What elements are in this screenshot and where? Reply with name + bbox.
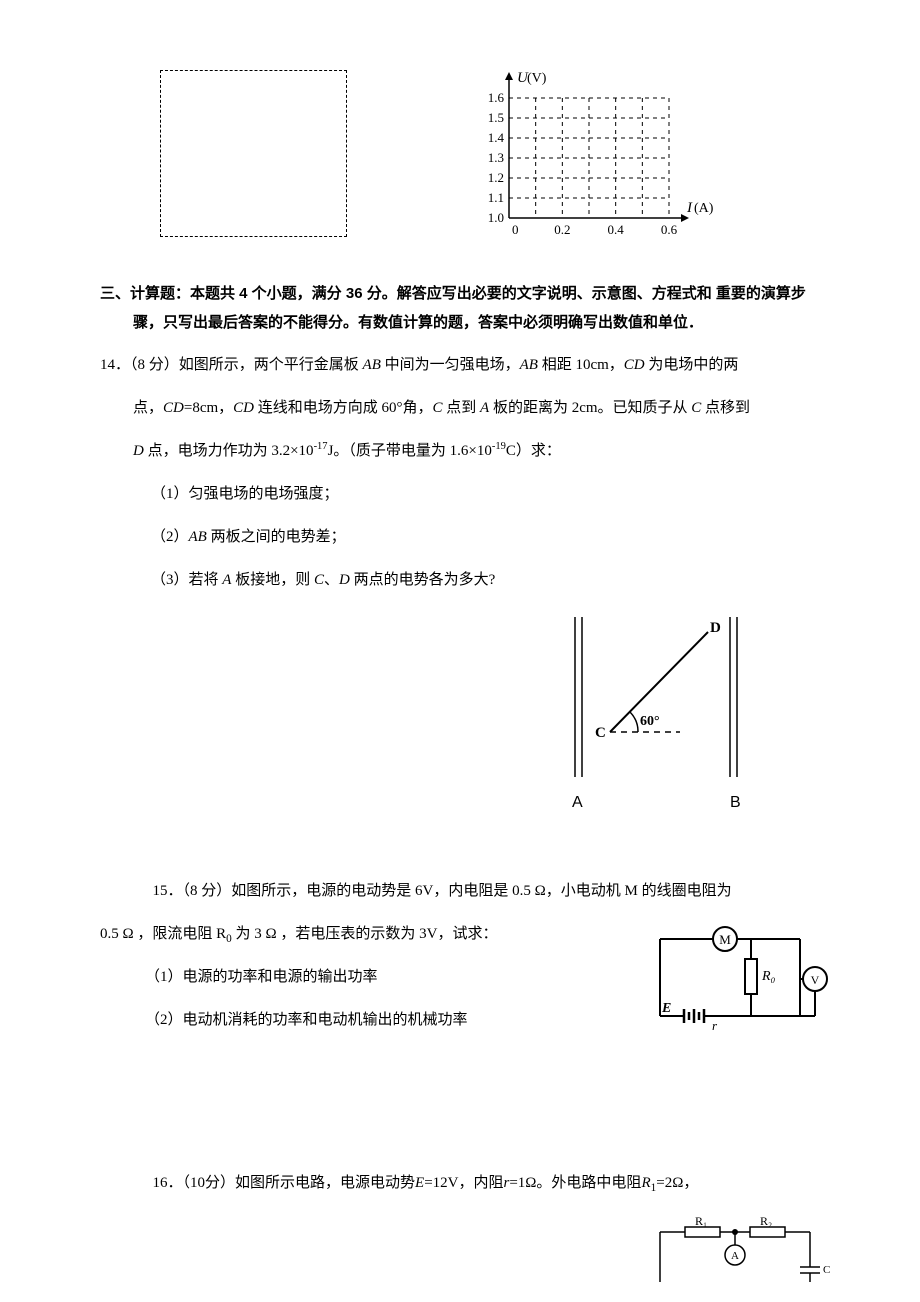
svg-text:0: 0 xyxy=(512,222,519,237)
q16-r1: R₁ xyxy=(695,1217,707,1228)
svg-text:1.1: 1.1 xyxy=(488,190,504,205)
svg-text:1.0: 1.0 xyxy=(488,210,504,225)
u-i-graph: 1.01.11.21.31.41.51.600.20.40.6U(V)I(A) xyxy=(467,70,727,250)
q15-l2b: 为 3 Ω ，若电压表的示数为 3V，试求： xyxy=(232,926,498,942)
q14-l3b: J。（质子带电量为 1.6×10 xyxy=(328,443,492,459)
svg-text:(A): (A) xyxy=(694,201,714,216)
q16-r2: R₂ xyxy=(760,1217,772,1228)
svg-text:1.4: 1.4 xyxy=(488,130,505,145)
q16-a: A xyxy=(731,1250,739,1262)
q16-svg: R₁ R₂ A C xyxy=(640,1217,830,1287)
q14-label-a: A xyxy=(572,794,583,811)
question-16: 16．（10分）如图所示电路，电源电动势E=12V，内阻r=1Ω。外电路中电阻R… xyxy=(100,1167,830,1201)
q14-label-c: C xyxy=(595,725,606,741)
svg-text:0.2: 0.2 xyxy=(554,222,570,237)
q14-l1c: 相距 10cm， xyxy=(538,357,624,373)
q16-l1d: =2Ω， xyxy=(656,1175,698,1191)
q14-l1a: （8 分）如图所示，两个平行金属板 xyxy=(130,357,363,373)
section-3-heading: 三、计算题：本题共 4 个小题，满分 36 分。解答应写出必要的文字说明、示意图… xyxy=(100,280,830,337)
svg-text:1.2: 1.2 xyxy=(488,170,504,185)
q15-line1: 15．（8 分）如图所示，电源的电动势是 6V，内电阻是 0.5 Ω，小电动机 … xyxy=(100,875,830,908)
q16-figure: R₁ R₂ A C xyxy=(640,1217,830,1295)
q15-l2a: 0.5 Ω ，限流电阻 R xyxy=(100,926,226,942)
q16-c: C xyxy=(823,1264,830,1276)
svg-text:1.5: 1.5 xyxy=(488,110,504,125)
q15-figure: M V R₀ E r xyxy=(630,924,830,1042)
q15-r-label: r xyxy=(712,1018,718,1033)
q14-l3a: 点，电场力作功为 3.2×10 xyxy=(144,443,314,459)
svg-text:1.3: 1.3 xyxy=(488,150,504,165)
q15-e-label: E xyxy=(661,1001,671,1016)
q15-r0-label: R₀ xyxy=(761,969,776,984)
q14-sub2b: 两板之间的电势差； xyxy=(207,529,346,545)
q16-l1a: 16．（10分）如图所示电路，电源电动势 xyxy=(153,1175,416,1191)
section-3-line1: 三、计算题：本题共 4 个小题，满分 36 分。解答应写出必要的文字说明、示意图… xyxy=(100,285,712,302)
q14-label-d: D xyxy=(710,620,721,636)
question-15: 15．（8 分）如图所示，电源的电动势是 6V，内电阻是 0.5 Ω，小电动机 … xyxy=(100,875,830,1048)
svg-text:1.6: 1.6 xyxy=(488,90,505,105)
q14-sub3c: 两点的电势各为多大? xyxy=(350,572,495,588)
q14-l1d: 为电场中的两 xyxy=(645,357,739,373)
q14-label-angle: 60° xyxy=(640,714,660,729)
q15-m-label: M xyxy=(719,932,731,947)
q16-l1c: =1Ω。外电路中电阻 xyxy=(509,1175,641,1191)
dashed-answer-box xyxy=(160,70,347,237)
q14-l2c: 连线和电场方向成 60°角， xyxy=(254,400,433,416)
q14-l2f: 点移到 xyxy=(701,400,750,416)
q14-sub3a: （3）若将 xyxy=(151,572,222,588)
q14-l2b: =8cm， xyxy=(184,400,233,416)
q14-l2a: 点， xyxy=(133,400,163,416)
q14-l2e: 板的距离为 2cm。已知质子从 xyxy=(489,400,691,416)
q14-sub3b: 板接地，则 xyxy=(231,572,314,588)
q14-sub1: （1）匀强电场的电场强度； xyxy=(100,478,830,511)
svg-text:0.4: 0.4 xyxy=(608,222,625,237)
q14-number: 14． xyxy=(100,357,130,373)
q14-l1b: 中间为一匀强电场， xyxy=(381,357,520,373)
q14-figure: C D 60° A B xyxy=(560,607,760,825)
q14-l2d: 点到 xyxy=(443,400,481,416)
q14-l3c: C）求： xyxy=(506,443,561,459)
question-14: 14．（8 分）如图所示，两个平行金属板 AB 中间为一匀强电场，AB 相距 1… xyxy=(100,349,830,825)
svg-text:(V): (V) xyxy=(527,71,547,86)
q15-svg: M V R₀ E r xyxy=(630,924,830,1034)
svg-text:I: I xyxy=(686,200,693,216)
q14-sub2a: （2） xyxy=(151,529,189,545)
q15-v-label: V xyxy=(811,973,820,987)
top-figures-row: 1.01.11.21.31.41.51.600.20.40.6U(V)I(A) xyxy=(160,70,830,250)
svg-text:0.6: 0.6 xyxy=(661,222,678,237)
q14-label-b: B xyxy=(730,794,741,811)
q16-l1b: =12V，内阻 xyxy=(424,1175,503,1191)
q14-svg: C D 60° A B xyxy=(560,607,760,817)
graph-svg: 1.01.11.21.31.41.51.600.20.40.6U(V)I(A) xyxy=(467,70,727,250)
